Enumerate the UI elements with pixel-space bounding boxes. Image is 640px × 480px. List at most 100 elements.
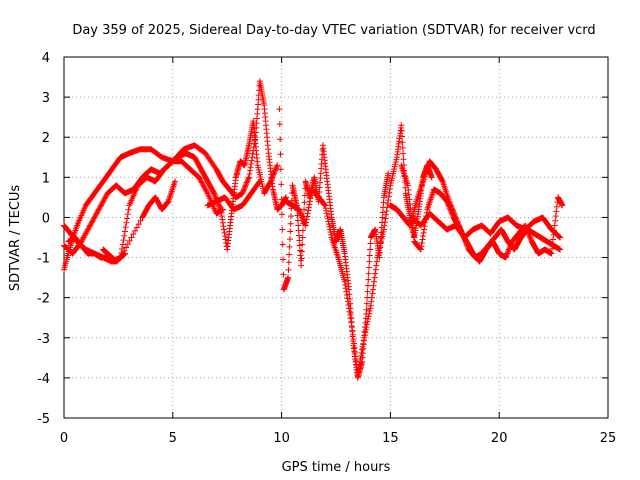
data-point [446,205,453,212]
data-point [548,250,555,257]
data-point [122,224,129,231]
data-point [90,217,97,224]
data-point [421,226,428,233]
data-point [384,204,391,211]
data-point [298,262,305,269]
data-point [221,229,228,236]
data-point [346,305,353,312]
data-point [286,243,293,250]
series-arc-h [398,162,566,265]
data-point [380,226,387,233]
data-point [365,270,372,277]
data-point [95,206,102,213]
data-point [444,199,451,206]
data-point [268,175,275,182]
data-point [367,302,374,309]
data-point [362,326,369,333]
data-point [278,196,285,203]
data-point [405,187,412,194]
data-point [81,233,88,240]
data-point [280,271,287,278]
data-point [349,327,356,334]
x-axis-title: GPS time / hours [282,460,391,475]
data-point [362,329,369,336]
data-point [372,270,379,277]
data-point [504,250,511,257]
data-point [83,229,90,236]
data-point [199,181,206,188]
data-point [551,222,558,229]
data-point [203,187,210,194]
data-point [239,190,246,197]
data-point [90,215,97,222]
data-point [327,229,334,236]
data-point [526,231,533,238]
data-point [400,156,407,163]
data-point [220,226,227,233]
data-point [365,313,372,320]
data-point [399,133,406,140]
data-point [505,246,512,253]
series-arc-k [100,246,128,265]
data-point [99,199,106,206]
data-point [299,234,306,241]
data-point [364,318,371,325]
data-point [79,237,86,244]
data-point [526,233,533,240]
data-point [296,242,303,249]
data-point [503,253,510,260]
data-point [279,241,286,248]
x-tick-label: 0 [60,431,68,446]
data-point [241,186,248,193]
data-point [124,241,131,248]
data-point [347,315,354,322]
data-point [364,321,371,328]
data-point [298,255,305,262]
data-point [327,226,334,233]
data-point [200,183,207,190]
y-tick-label: 4 [42,51,50,66]
data-point [270,170,277,177]
y-tick-label: -5 [37,412,50,427]
data-point [439,177,446,184]
data-point [306,201,313,208]
data-point [406,201,413,208]
axis-ticks: 0 5 10 15 20 25 -5 -4 -3 -2 -1 0 1 2 3 4 [37,51,616,446]
data-point [445,202,452,209]
data-point [326,223,333,230]
data-point [286,236,293,243]
data-point [285,259,292,266]
data-point [273,163,280,170]
data-point [369,290,376,297]
data-point [361,334,368,341]
data-point [385,197,392,204]
data-point [323,207,330,214]
data-point [382,215,389,222]
data-point [559,202,566,209]
data-point [212,193,219,200]
data-point [242,183,249,190]
data-point [552,213,559,220]
data-point [298,248,305,255]
data-point [527,235,534,242]
data-point [366,264,373,271]
data-point [359,343,366,350]
data-point [299,227,306,234]
data-point [356,358,363,365]
data-point [79,235,86,242]
series-arc-j [204,178,263,213]
data-point [370,282,377,289]
data-point [125,206,132,213]
data-point [361,332,368,339]
x-tick-label: 5 [169,431,177,446]
data-point [400,150,407,157]
data-point [307,195,314,202]
data-point [365,316,372,323]
y-tick-label: -3 [37,332,50,347]
data-point [350,336,357,343]
data-point [256,178,263,185]
y-tick-label: 1 [42,171,50,186]
data-point [303,219,310,226]
data-point [299,215,306,222]
data-point [344,295,351,302]
